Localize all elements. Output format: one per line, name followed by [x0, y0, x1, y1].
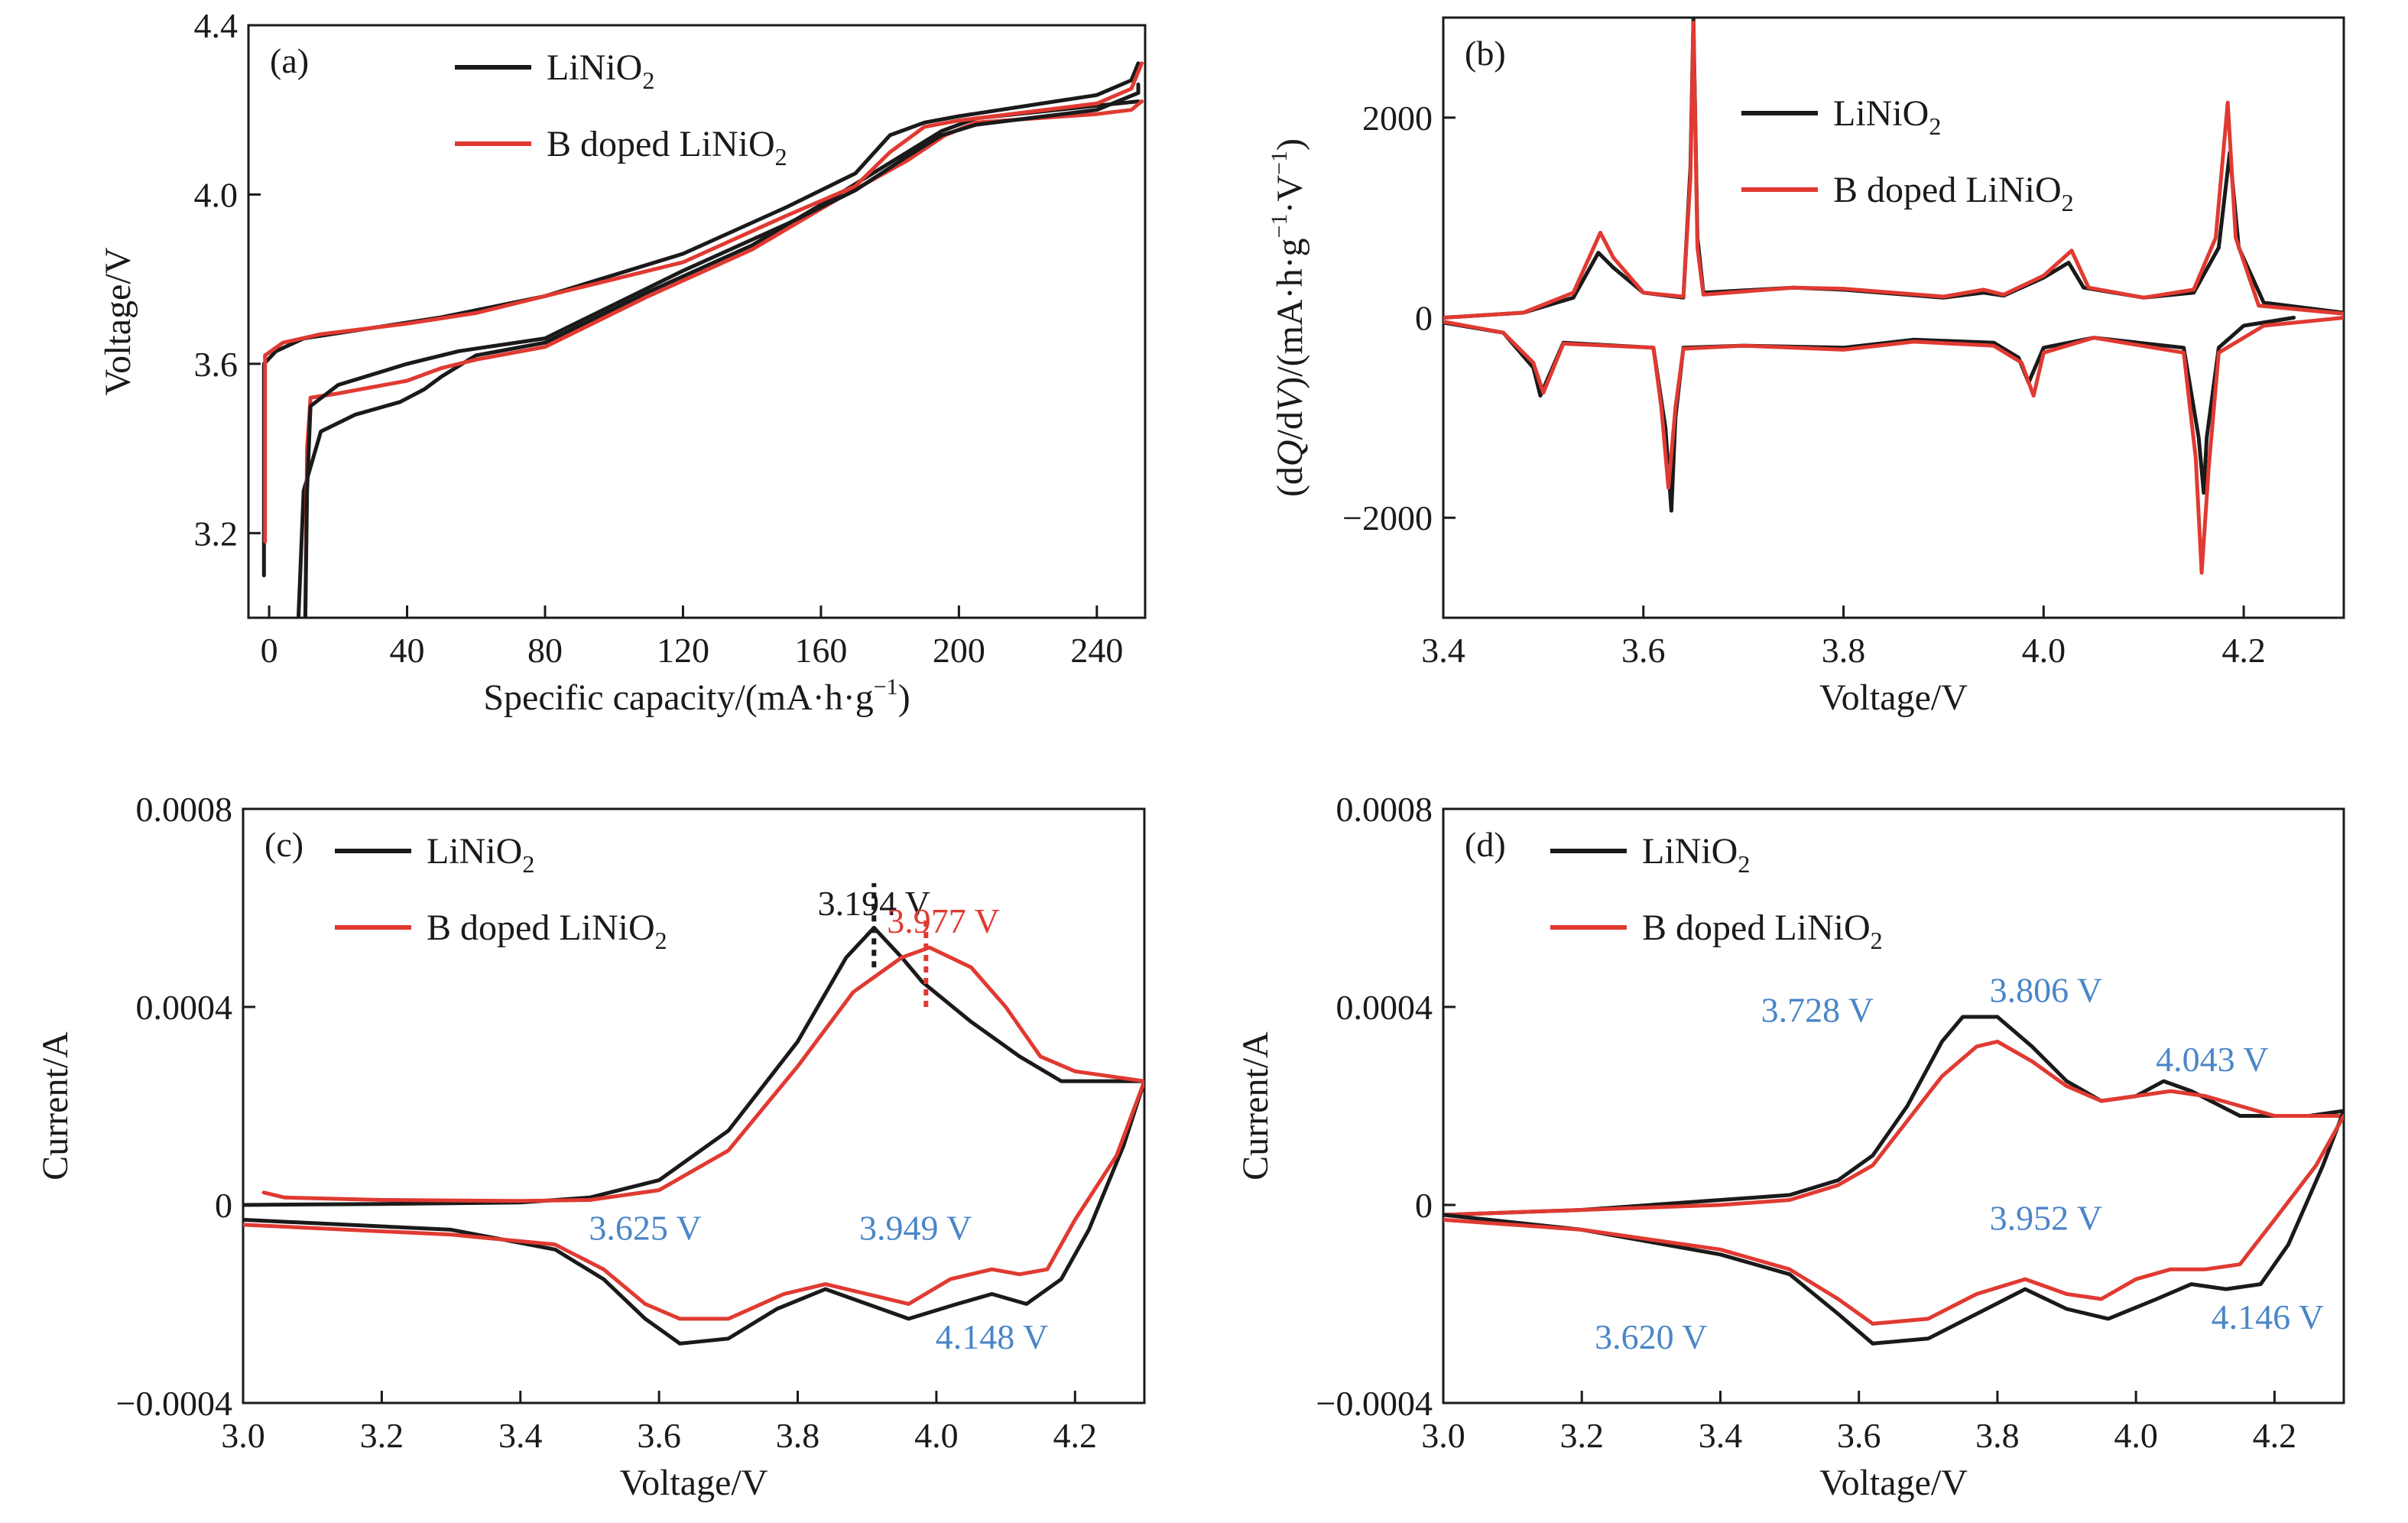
x-tick-label: 120 — [657, 631, 709, 670]
x-tick-label: 4.2 — [2253, 1416, 2297, 1455]
x-tick-label: 240 — [1070, 631, 1123, 670]
x-axis-label: Voltage/V — [1819, 677, 1968, 718]
x-tick-label: 4.0 — [2114, 1416, 2158, 1455]
panel-label: (b) — [1465, 34, 1506, 73]
series-line-black — [296, 99, 1141, 618]
series-line-red — [263, 61, 1144, 544]
x-tick-label: 3.2 — [1559, 1416, 1604, 1455]
y-tick-label: 4.0 — [194, 175, 239, 214]
legend-entry: B doped LiNiO2 — [1833, 170, 2074, 216]
peak-annotation: 3.625 V — [589, 1208, 701, 1247]
x-tick-label: 3.4 — [498, 1416, 543, 1455]
plot-frame — [247, 24, 1147, 619]
x-tick-label: 3.4 — [1699, 1416, 1743, 1455]
plot-frame — [242, 807, 1146, 1404]
legend: LiNiO2 B doped LiNiO2 — [335, 831, 667, 954]
series-line-black — [1443, 18, 2344, 320]
x-tick-label: 3.2 — [360, 1416, 404, 1455]
peak-annotation: 4.043 V — [2156, 1040, 2268, 1079]
x-tick-label: 4.0 — [914, 1416, 959, 1455]
y-tick-label: 0.0004 — [1336, 988, 1433, 1027]
series-line-red — [243, 1079, 1144, 1321]
panel-label: (a) — [270, 41, 309, 80]
plot-frame — [1442, 807, 2345, 1404]
x-tick-label: 4.2 — [1053, 1416, 1098, 1455]
chart-panel-d: 3.0 3.2 3.4 3.6 3.8 4.0 4.2 −0.0004 0 0.0004 0.000… — [1235, 790, 2345, 1503]
x-tick-label: 3.0 — [221, 1416, 265, 1455]
series-line-black — [1443, 1015, 2344, 1217]
y-tick-label: 0.0008 — [136, 790, 233, 829]
y-tick-label: 0 — [215, 1186, 232, 1225]
peak-annotation: 4.148 V — [936, 1317, 1048, 1356]
chart-panel-c: 3.0 3.2 3.4 3.6 3.8 4.0 4.2 −0.0004 0 0.0004 0.000… — [35, 790, 1146, 1503]
peak-annotation: 3.949 V — [859, 1208, 972, 1247]
panel-label: (d) — [1465, 825, 1506, 864]
legend-entry: LiNiO2 — [1833, 93, 1941, 140]
peak-annotation: 3.194 V — [818, 884, 930, 923]
y-tick-label: 3.2 — [194, 514, 239, 553]
x-tick-label: 3.8 — [776, 1416, 820, 1455]
legend-entry: B doped LiNiO2 — [547, 124, 787, 170]
x-tick-label: 3.0 — [1421, 1416, 1465, 1455]
x-tick-label: 3.6 — [1837, 1416, 1881, 1455]
y-axis-label: Voltage/V — [98, 247, 138, 395]
y-tick-label: −0.0004 — [1316, 1384, 1433, 1423]
series-line-red — [1443, 21, 2344, 320]
x-tick-label: 3.4 — [1421, 631, 1465, 670]
x-tick-label: 4.2 — [2221, 631, 2266, 670]
legend-entry: LiNiO2 — [547, 47, 654, 94]
y-tick-label: 0.0008 — [1336, 790, 1433, 829]
x-tick-label: 40 — [390, 631, 425, 670]
series-line-red — [261, 945, 1144, 1203]
legend-entry: LiNiO2 — [1642, 831, 1750, 878]
x-tick-label: 3.8 — [1822, 631, 1866, 670]
peak-annotation: 3.620 V — [1595, 1317, 1707, 1356]
legend: LiNiO2 B doped LiNiO2 — [455, 47, 787, 170]
y-tick-label: −0.0004 — [116, 1384, 232, 1423]
peak-annotation: 3.952 V — [1990, 1198, 2102, 1237]
peak-annotation: 3.806 V — [1990, 971, 2102, 1010]
legend-entry: B doped LiNiO2 — [1642, 908, 1883, 954]
y-tick-label: 3.6 — [194, 345, 239, 384]
x-tick-label: 3.6 — [637, 1416, 681, 1455]
y-tick-label: 0.0004 — [136, 988, 233, 1027]
panel-label: (c) — [264, 825, 303, 864]
x-tick-label: 3.8 — [1975, 1416, 2020, 1455]
chart-panel-a: 0 40 80 120 160 200 240 3.2 3.6 4.0 4.4 Specific ca… — [98, 6, 1147, 718]
x-tick-label: 3.6 — [1621, 631, 1666, 670]
y-tick-label: 2000 — [1362, 99, 1433, 138]
legend-entry: B doped LiNiO2 — [427, 908, 667, 954]
legend: LiNiO2 B doped LiNiO2 — [1741, 93, 2074, 216]
x-tick-label: 4.0 — [2022, 631, 2066, 670]
x-axis-label: Voltage/V — [620, 1463, 768, 1503]
peak-annotation: 3.977 V — [887, 901, 999, 940]
legend: LiNiO2 B doped LiNiO2 — [1550, 831, 1883, 954]
y-axis-label: Current/A — [35, 1031, 76, 1180]
x-axis-label: Specific capacity/(mA·h·g−1) — [483, 674, 910, 718]
series-line-red — [1443, 316, 2344, 575]
series-line-black — [303, 83, 1141, 618]
series-line-black — [243, 925, 1144, 1207]
series-line-red — [1443, 1039, 2344, 1217]
series-line-black — [1443, 1109, 2344, 1346]
chart-panel-b: 3.4 3.6 3.8 4.0 4.2 −2000 0 2000 Voltage/V (dQ/dV… — [1267, 16, 2345, 718]
y-tick-label: 0 — [1415, 1186, 1433, 1225]
series-line-black — [243, 1079, 1144, 1346]
peak-annotation: 4.146 V — [2212, 1297, 2324, 1336]
x-tick-label: 0 — [261, 631, 278, 670]
x-tick-label: 80 — [527, 631, 563, 670]
x-axis-label: Voltage/V — [1819, 1463, 1968, 1503]
peak-annotation: 3.728 V — [1761, 990, 1874, 1029]
y-tick-label: 4.4 — [194, 6, 239, 45]
y-axis-label: Current/A — [1235, 1031, 1276, 1180]
x-tick-label: 200 — [933, 631, 985, 670]
legend-entry: LiNiO2 — [427, 831, 534, 878]
series-line-red — [1443, 1114, 2344, 1326]
y-tick-label: 0 — [1415, 299, 1433, 338]
y-tick-label: −2000 — [1342, 498, 1433, 537]
x-tick-label: 160 — [794, 631, 847, 670]
series-line-black — [261, 61, 1141, 578]
y-axis-label: (dQ/dV)/(mA·h·g−1·V−1) — [1267, 138, 1310, 497]
